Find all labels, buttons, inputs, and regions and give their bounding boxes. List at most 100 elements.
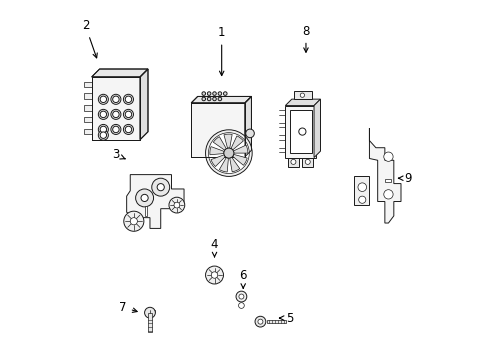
Circle shape	[125, 96, 132, 103]
Circle shape	[208, 133, 249, 174]
Circle shape	[130, 218, 137, 225]
Circle shape	[358, 183, 367, 192]
Circle shape	[145, 307, 155, 318]
Circle shape	[205, 130, 252, 176]
Text: 1: 1	[218, 27, 225, 76]
Circle shape	[125, 126, 132, 133]
Circle shape	[258, 319, 263, 324]
Circle shape	[111, 94, 121, 104]
Circle shape	[113, 126, 119, 133]
Circle shape	[218, 92, 221, 95]
Circle shape	[124, 211, 144, 231]
Polygon shape	[314, 99, 320, 158]
Polygon shape	[294, 91, 312, 99]
Circle shape	[113, 111, 119, 118]
Circle shape	[111, 109, 121, 120]
Circle shape	[202, 97, 205, 101]
Polygon shape	[290, 110, 312, 153]
Polygon shape	[146, 310, 155, 312]
Circle shape	[305, 159, 310, 165]
Circle shape	[98, 109, 108, 120]
Bar	[145, 206, 147, 216]
Polygon shape	[84, 105, 92, 111]
Polygon shape	[288, 158, 299, 167]
Polygon shape	[84, 82, 92, 87]
Circle shape	[236, 291, 247, 302]
Polygon shape	[245, 96, 251, 157]
Circle shape	[213, 92, 216, 95]
Polygon shape	[126, 175, 184, 228]
Circle shape	[239, 294, 244, 299]
Polygon shape	[210, 147, 224, 155]
Text: 5: 5	[279, 311, 294, 325]
Circle shape	[98, 130, 108, 140]
Circle shape	[211, 272, 218, 278]
Circle shape	[207, 97, 211, 101]
Polygon shape	[302, 158, 313, 167]
Circle shape	[384, 190, 393, 199]
Circle shape	[205, 266, 223, 284]
Circle shape	[359, 196, 366, 203]
Circle shape	[223, 92, 227, 95]
Circle shape	[100, 132, 107, 138]
Polygon shape	[224, 134, 232, 148]
Circle shape	[213, 97, 216, 101]
Circle shape	[100, 126, 107, 133]
Circle shape	[113, 96, 119, 103]
Polygon shape	[84, 117, 92, 122]
Bar	[148, 313, 152, 332]
Polygon shape	[211, 155, 225, 167]
Circle shape	[123, 94, 133, 104]
Polygon shape	[84, 93, 92, 99]
Circle shape	[123, 109, 133, 120]
Polygon shape	[354, 176, 369, 205]
Polygon shape	[369, 128, 401, 223]
Polygon shape	[140, 69, 148, 140]
Polygon shape	[233, 145, 248, 153]
Circle shape	[239, 303, 245, 309]
Polygon shape	[191, 96, 251, 103]
Text: 4: 4	[211, 238, 218, 257]
Circle shape	[384, 152, 393, 161]
Circle shape	[300, 93, 304, 97]
Polygon shape	[84, 129, 92, 134]
Circle shape	[169, 197, 185, 213]
Circle shape	[125, 111, 132, 118]
Circle shape	[152, 178, 170, 196]
Circle shape	[207, 92, 211, 95]
Circle shape	[100, 111, 107, 118]
Text: 6: 6	[240, 269, 247, 288]
Circle shape	[98, 94, 108, 104]
Polygon shape	[233, 154, 247, 165]
Polygon shape	[220, 157, 228, 172]
Polygon shape	[213, 137, 226, 150]
Text: 2: 2	[82, 19, 98, 58]
Circle shape	[224, 148, 234, 158]
Circle shape	[136, 189, 153, 207]
Circle shape	[218, 97, 221, 101]
Polygon shape	[285, 99, 320, 105]
Circle shape	[100, 96, 107, 103]
Polygon shape	[285, 105, 316, 158]
Text: 3: 3	[112, 148, 125, 161]
Text: 9: 9	[398, 172, 412, 185]
Polygon shape	[288, 108, 314, 156]
Bar	[385, 179, 391, 182]
Circle shape	[157, 184, 164, 191]
Text: 7: 7	[120, 301, 137, 314]
Circle shape	[291, 159, 296, 165]
Circle shape	[255, 316, 266, 327]
Bar	[267, 320, 286, 323]
Circle shape	[111, 125, 121, 134]
Polygon shape	[191, 103, 245, 157]
Circle shape	[141, 194, 148, 202]
Circle shape	[123, 125, 133, 134]
Text: 8: 8	[302, 25, 310, 52]
Circle shape	[202, 92, 205, 95]
Circle shape	[299, 128, 306, 135]
Circle shape	[174, 202, 180, 208]
Polygon shape	[92, 69, 148, 77]
Circle shape	[98, 125, 108, 134]
Polygon shape	[231, 136, 244, 150]
Polygon shape	[92, 77, 140, 140]
